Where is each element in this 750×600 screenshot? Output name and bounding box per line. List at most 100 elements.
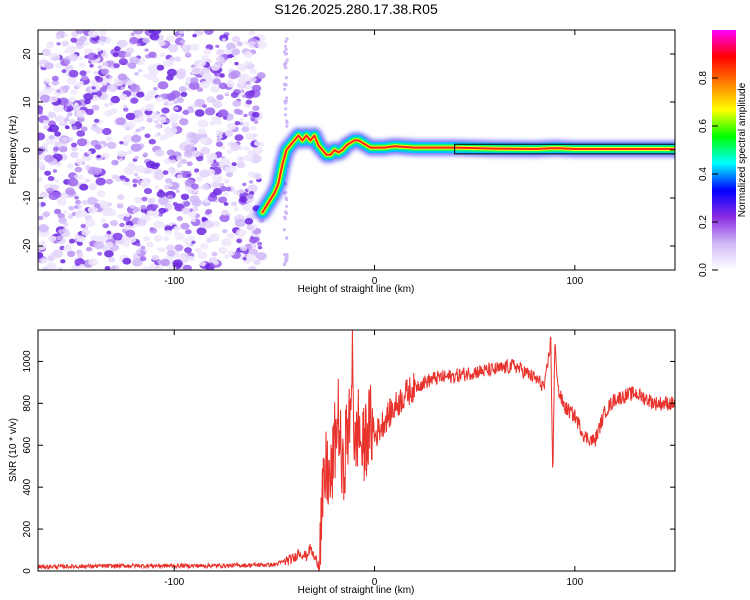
- noise-blob: [143, 188, 153, 195]
- noise-blob: [239, 196, 248, 203]
- noise-blob: [164, 203, 173, 210]
- noise-blob: [190, 43, 200, 52]
- noise-blob: [76, 138, 88, 147]
- colorbar-tick-label: 0.0: [698, 263, 709, 277]
- noise-blob: [68, 190, 75, 196]
- noise-blob: [201, 183, 211, 191]
- noise-blob: [253, 120, 259, 124]
- noise-blob: [239, 122, 244, 126]
- noise-blob: [152, 204, 159, 209]
- noise-blob: [206, 159, 214, 165]
- noise-blob: [236, 238, 243, 244]
- noise-blob: [230, 92, 239, 98]
- noise-blob: [191, 150, 201, 158]
- noise-blob: [146, 210, 155, 217]
- noise-blob: [239, 118, 244, 122]
- noise-blob: [117, 194, 125, 201]
- noise-blob: [166, 35, 176, 43]
- y-tick-label: 200: [22, 520, 33, 537]
- noise-blob: [231, 36, 241, 43]
- colorbar-tick-label: 0.6: [698, 119, 709, 133]
- noise-blob: [74, 205, 79, 209]
- noise-blob: [176, 216, 183, 222]
- noise-blob: [92, 123, 97, 128]
- noise-blob: [105, 241, 114, 248]
- noise-blob: [147, 90, 158, 98]
- noise-blob: [76, 130, 86, 137]
- noise-blob: [284, 196, 288, 200]
- noise-blob: [246, 223, 257, 232]
- noise-blob: [89, 182, 98, 190]
- noise-blob: [112, 232, 123, 241]
- noise-blob: [134, 196, 143, 204]
- noise-blob: [223, 178, 230, 184]
- noise-blob: [226, 232, 235, 239]
- noise-blob: [284, 107, 288, 111]
- noise-blob: [117, 150, 126, 158]
- noise-blob: [78, 264, 85, 269]
- noise-blob: [79, 62, 86, 68]
- noise-blob: [194, 98, 206, 108]
- noise-blob: [81, 75, 89, 81]
- noise-blob: [215, 129, 224, 137]
- colorbar-label: Normalized spectral amplitude: [737, 82, 748, 217]
- noise-blob: [206, 152, 217, 161]
- noise-blob: [52, 169, 58, 173]
- noise-blob: [75, 199, 81, 205]
- noise-blob: [129, 204, 136, 209]
- noise-blob: [113, 63, 120, 69]
- noise-blob: [157, 40, 166, 47]
- noise-blob: [81, 200, 88, 205]
- noise-blob: [122, 241, 130, 247]
- noise-blob: [196, 87, 204, 92]
- noise-blob: [151, 112, 161, 120]
- noise-blob: [205, 208, 213, 215]
- noise-blob: [283, 113, 288, 117]
- noise-blob: [99, 201, 111, 210]
- noise-blob: [104, 250, 114, 258]
- noise-blob: [104, 232, 114, 239]
- noise-blob: [187, 235, 196, 242]
- noise-blob: [63, 210, 68, 214]
- x-tick-label: 0: [372, 577, 378, 588]
- noise-blob: [220, 145, 226, 150]
- noise-blob: [210, 85, 220, 93]
- noise-blob: [84, 178, 90, 183]
- noise-blob: [134, 72, 140, 76]
- noise-blob: [223, 192, 229, 197]
- noise-blob: [241, 126, 250, 133]
- noise-blob: [38, 224, 49, 233]
- noise-blob: [176, 96, 184, 102]
- noise-blob: [166, 68, 177, 77]
- noise-blob: [285, 204, 289, 208]
- noise-blob: [184, 247, 192, 254]
- noise-blob: [101, 52, 109, 59]
- noise-blob: [251, 146, 263, 155]
- noise-blob: [141, 196, 148, 202]
- y-tick-label: 0: [22, 147, 33, 153]
- noise-blob: [78, 56, 84, 61]
- noise-blob: [199, 261, 206, 267]
- noise-blob: [54, 131, 61, 137]
- x-tick-label: 100: [566, 276, 583, 287]
- noise-blob: [180, 91, 188, 97]
- noise-blob: [230, 201, 238, 207]
- noise-blob: [216, 222, 221, 227]
- noise-blob: [196, 227, 207, 236]
- noise-blob: [153, 220, 165, 229]
- noise-blob: [162, 170, 169, 176]
- noise-blob: [163, 158, 172, 165]
- noise-blob: [93, 71, 99, 75]
- colorbar-gradient: [712, 30, 736, 270]
- noise-blob: [47, 176, 55, 181]
- noise-blob: [71, 125, 78, 131]
- noise-blob: [45, 78, 50, 83]
- noise-blob: [49, 87, 55, 92]
- noise-blob: [256, 72, 266, 79]
- x-tick-label: 100: [566, 577, 583, 588]
- noise-blob: [89, 64, 94, 68]
- noise-blob: [233, 206, 240, 212]
- noise-blob: [44, 154, 55, 163]
- noise-blob: [283, 44, 288, 48]
